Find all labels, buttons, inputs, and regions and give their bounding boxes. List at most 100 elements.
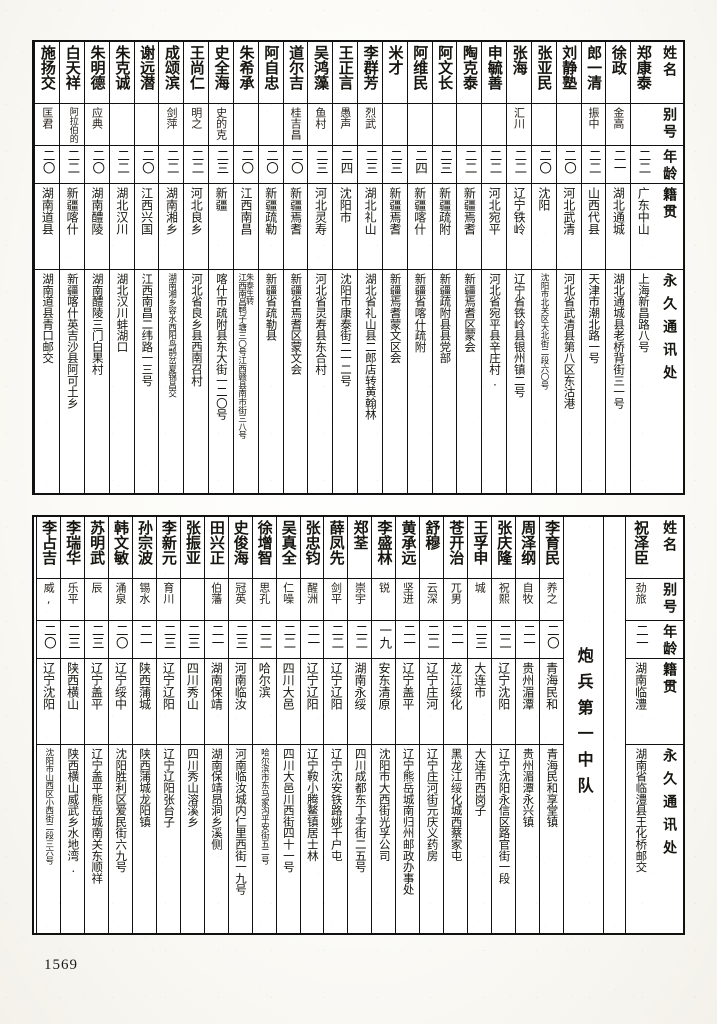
entry-alias [134,104,159,146]
entry-native-place: 辽宁绥中 [108,659,132,745]
entry-native-place: 新疆焉耆 [457,184,482,270]
roster-entry-column[interactable]: 王尚仁 明之 二二 河北良乡 河北省良乡县西南召村 [183,42,209,493]
roster-entry-column[interactable]: 朱希承 二〇 江西南昌 江西南昌鸭子塘三〇号江西赣县南市街三八号 朱泰生转 [232,42,258,493]
header-age: 年龄 [655,621,683,659]
roster-entry-column[interactable]: 郎一清 振中 二二 山西代县 天津市潮北路一号 [580,42,606,493]
entry-permanent-address: 沈阳市大西街光孚公司 [377,748,392,862]
roster-entry-column[interactable]: 成颂滨 剑萍 二二 湖南湘乡 湖南湘乡容水西阳鸟鹊岔夏锦昌交 [158,42,184,493]
entry-name: 朱克诚 [109,42,134,104]
roster-entry-column[interactable]: 祝泽臣 劲旅 二一 湖南临澧 湖南省临澧县王化桥邮交 [625,517,655,933]
roster-entry-column[interactable]: 苍开治 兀男 二一 龙江绥化 黑龙江绥化城西蔡家屯 [443,517,468,933]
entry-name: 徐增智 [252,517,276,579]
roster-entry-column[interactable]: 李盛林锐一九 安东清原 沈阳市大西街光孚公司 [371,517,396,933]
roster-entry-column[interactable]: 苏明武辰二三 辽宁盖平 辽宁盖平熊岳城南关东顺祥 [83,517,108,933]
entry-native-place: 陕西蒲城 [132,659,156,745]
entry-alias: 祝熙 [492,579,516,621]
entry-name: 阿文长 [432,42,457,104]
entry-permanent-address: 江西南昌鸭子塘三〇号江西赣县南市街三八号 朱泰生转 [234,270,258,493]
roster-entry-column[interactable]: 王正言 愚声 二四 沈阳市 沈阳市康泰街二一二号 [332,42,358,493]
entry-age: 二二 [276,621,300,659]
entry-name: 白天祥 [60,42,84,104]
entry-name: 祝泽臣 [626,517,655,579]
entry-native-place: 安东清原 [372,659,396,745]
roster-entry-column[interactable]: 吴真全 仁噪 二二 四川大邑 四川大邑川西街四十一号 [275,517,300,933]
roster-entry-column[interactable]: 黄承远 坚进 二一 辽宁盖平 辽宁熊岳城南归州邮政办事处 [395,517,420,933]
entry-native-place: 湖北汉川 [109,184,134,270]
roster-entry-column[interactable]: 王孚申城二三 大连市 大连市西岗子 [467,517,492,933]
roster-entry-column[interactable]: 申毓善 二二 河北宛平 河北省宛平县辛庄村. [481,42,507,493]
roster-entry-column[interactable]: 张海 汇川 二二 辽宁铁岭 辽宁省铁岭县银州镇二号 [506,42,531,493]
roster-entry-column[interactable]: 张忠钧 醒洲 二一 辽宁辽阳 辽宁鞍小腾鳌镇居士林 [299,517,324,933]
entry-alias [109,104,134,146]
entry-name: 黄承远 [396,517,420,579]
entry-name: 吴真全 [276,517,300,579]
entry-native-place: 湖北礼山 [358,184,382,270]
entry-name: 陶克泰 [457,42,482,104]
roster-entry-column[interactable]: 孙宗波 锡水 二一 陕西蒲城 陕西蒲城龙阳镇 [131,517,156,933]
entry-age: 二一 [516,621,540,659]
entry-alias: 劲旅 [626,579,655,621]
roster-entry-column[interactable]: 史全海 史的克 二三 新疆 喀什市疏附县东大街一二〇号 [208,42,233,493]
header-name: 姓名 [655,42,683,104]
entry-name: 田兴正 [204,517,228,579]
entry-name: 李瑞华 [60,517,84,579]
entry-name: 苏明武 [84,517,108,579]
entry-permanent-address: 陕西蒲城龙阳镇 [138,748,153,828]
entry-alias: 锡水 [132,579,156,621]
roster-entry-column[interactable]: 米才 二三 新疆焉耆 新疆焉耆蒙文区会 [381,42,407,493]
entry-permanent-address: 陕西横山威武乡水地湾. [66,748,81,875]
roster-entry-column[interactable]: 刘静塾 二〇 河北武清 河北省武清县第八区东沽港 [555,42,581,493]
roster-entry-column[interactable]: 徐政 金高 二一 湖北通城 湖北通城县老桥背街三一号 [605,42,631,493]
roster-entry-column[interactable]: 李新元 育川 二三 辽宁辽阳 辽宁辽阳张台子 [155,517,180,933]
roster-entry-column[interactable]: 朱克诚 二二 湖北汉川 湖北汉川蚌湖口 [108,42,134,493]
roster-entry-column[interactable]: 舒穆 云深 二二 辽宁庄河 辽宁庄河街元庆义药房 [419,517,444,933]
entry-age: 二二 [507,146,531,184]
entry-alias [631,104,655,146]
header-permanent-address: 永久通讯处 [661,748,678,863]
roster-entry-column[interactable]: 薛凤先 剑平 二二 辽宁辽阳 辽宁沈安铁路姚千户屯 [323,517,348,933]
roster-entry-column[interactable]: 李占吉 威, 二〇 辽宁沈阳 沈阳市山西区小西街二段三六号 [36,517,60,933]
entry-permanent-address: 湖南道县青口邮交 [41,273,56,364]
roster-entry-column[interactable]: 陶克泰 二二 新疆焉耆 新疆焉耆区蒙会 [456,42,482,493]
roster-entry-column[interactable]: 朱明德 应典 二〇 湖南醴陵 湖南醴陵三门白果村 [83,42,109,493]
entry-name: 徐政 [606,42,631,104]
entry-native-place: 沈阳 [531,184,556,270]
entry-alias: 剑平 [324,579,348,621]
roster-entry-column[interactable]: 阿维民 二四 新疆喀什 新疆省喀什疏附 [406,42,432,493]
entry-name: 李群芳 [358,42,382,104]
entry-age: 二三 [60,621,84,659]
entry-native-place: 河南临汝 [228,659,252,745]
roster-entry-column[interactable]: 张庆隆 祝熙 二二 辽宁沈阳 辽宁沈阳永信区路官街一段 [491,517,516,933]
entry-name: 孙宗波 [132,517,156,579]
roster-entry-column[interactable]: 史俊海 冠英 二三 河南临汝 河南临汝城内仁里西街一九号 [227,517,252,933]
entry-alias: 锐 [372,579,396,621]
roster-entry-column[interactable]: 郑康泰 二二 广东中山 上海新昌路八号 [630,42,655,493]
entry-alias [482,104,507,146]
roster-entry-column[interactable]: 李瑞华 乐平 二三 陕西横山 陕西横山威武乡水地湾. [59,517,84,933]
roster-entry-column[interactable]: 吴鸿藻 鱼村 二三 河北灵寿 河北省灵寿县东合村 [307,42,333,493]
entry-native-place: 辽宁沈阳 [37,659,60,745]
roster-entry-column[interactable]: 道尔吉 桂吉昌 二〇 新疆焉耆 新疆省焉耆区蒙文会 [282,42,308,493]
roster-entry-column[interactable]: 韩文敏 涌泉 二〇 辽宁绥中 沈阳胜利区爱民街六九号 [107,517,132,933]
roster-entry-column[interactable]: 田兴正 伯藩 二一 湖南保靖 湖南保靖昂洞乡溪侧 [203,517,228,933]
entry-alias: 桂吉昌 [283,104,308,146]
entry-age: 二三 [382,146,407,184]
entry-native-place: 湖南道县 [35,184,60,270]
roster-entry-column[interactable]: 张亚民 二〇 沈阳 沈阳市北关区大北街二段六〇号 [530,42,556,493]
roster-entry-column[interactable]: 阿文长 二三 新疆疏附 新疆疏附县县党部 [431,42,457,493]
roster-entry-column[interactable]: 阿自忠 二〇 新疆疏勒 新疆省疏勒县 [257,42,283,493]
roster-entry-column[interactable]: 施扬交 匡君 二〇 湖南道县 湖南道县青口邮交 [34,42,60,493]
entry-native-place: 辽宁辽阳 [156,659,180,745]
roster-entry-column[interactable]: 周泽纲 自牧 二一 贵州湄潭 贵州湄潭永兴镇 [515,517,540,933]
roster-entry-column[interactable]: 谢远潜 二〇 江西兴国 江西南昌二纬路一三号 [133,42,159,493]
roster-entry-column[interactable]: 李育民 养之 二〇 青海民和 青海民和享堂镇 [539,517,563,933]
roster-entry-column[interactable]: 徐增智 思孔 二二 哈尔滨 哈尔滨市东马家沟平安街五二号 [251,517,276,933]
entry-permanent-address: 湖北通城县老桥背街三一号 [612,273,627,409]
entry-permanent-address: 湖南湘乡容水西阳鸟鹊岔夏锦昌交 [166,273,177,398]
roster-entry-column[interactable]: 郑荃 崇宇 二二 湖南永绥 四川成都东丁字街二五号 [347,517,372,933]
roster-entry-column[interactable]: 张振亚 二三 四川秀山 四川秀山溶溪乡 [179,517,204,933]
entry-native-place: 新疆 [209,184,233,270]
roster-entry-column[interactable]: 白天祥 阿拉伯的 二二 新疆喀什 新疆喀什英吉沙县阿可土乡 [59,42,84,493]
roster-entry-column[interactable]: 李群芳 烈武 二三 湖北礼山 湖北省礼山县二郎店转黄翰林 [357,42,382,493]
entry-permanent-address: 新疆省疏勒县 [264,273,279,341]
